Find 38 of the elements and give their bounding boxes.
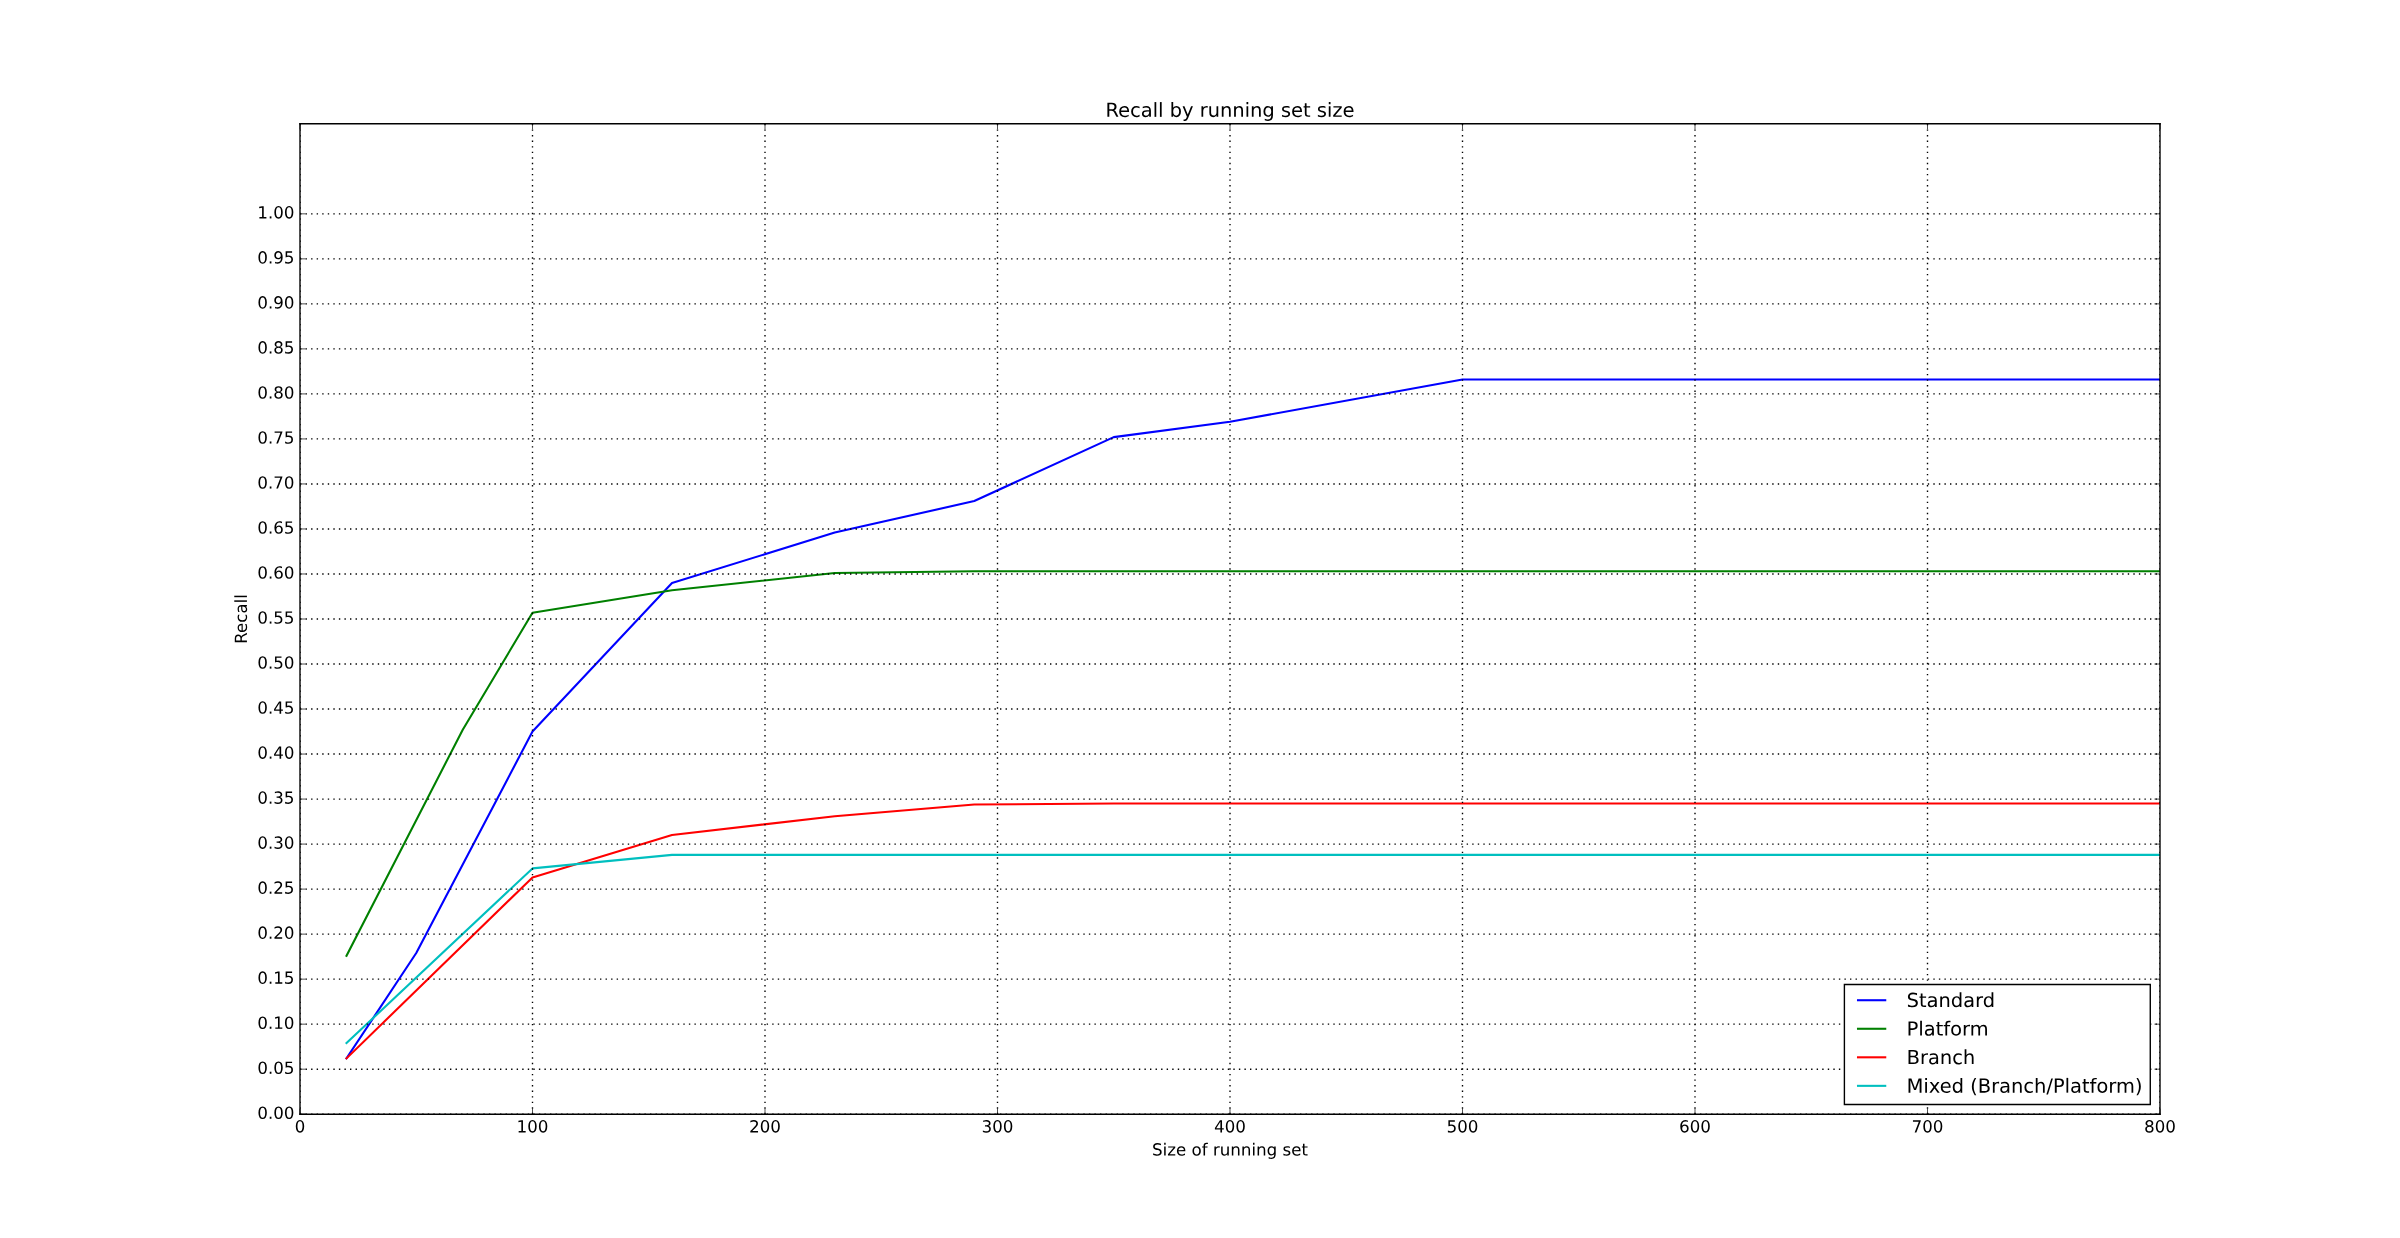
- x-axis-title: Size of running set: [1153, 1142, 1308, 1159]
- legend-label: Platform: [1908, 1020, 1987, 1036]
- x-tick-label: 100: [518, 1120, 548, 1133]
- y-tick-label: 0.10: [258, 1016, 294, 1029]
- x-tick-label: 500: [1447, 1120, 1478, 1133]
- y-tick-label: 0.90: [258, 296, 294, 309]
- line-series: [345, 570, 2160, 957]
- x-tick-label: 400: [1214, 1120, 1245, 1133]
- y-tick-label: 0.75: [258, 431, 293, 444]
- y-tick-label: 0.30: [258, 836, 294, 849]
- chart-title: Recall by running set size: [1107, 102, 1354, 121]
- y-tick-label: 0.80: [258, 386, 294, 399]
- legend-label: Branch: [1908, 1049, 1974, 1065]
- y-tick-label: 0.45: [258, 701, 293, 714]
- x-tick-label: 300: [982, 1120, 1013, 1133]
- y-tick-label: 0.40: [258, 746, 294, 759]
- y-tick-label: 0.20: [258, 926, 294, 939]
- x-tick-label: 200: [750, 1120, 780, 1133]
- x-tick-label: 800: [2145, 1120, 2175, 1133]
- y-tick-label: 0.85: [258, 341, 293, 354]
- y-tick-label: 0.35: [258, 791, 293, 804]
- y-tick-label: 0.50: [258, 656, 294, 669]
- y-tick-label: 0.95: [258, 251, 293, 264]
- y-tick-label: 0.65: [258, 521, 293, 534]
- x-tick-label: 0: [295, 1120, 305, 1133]
- y-tick-label: 0.25: [258, 881, 293, 894]
- y-tick-label: 0.05: [258, 1061, 293, 1075]
- y-tick-label: 0.00: [258, 1106, 294, 1120]
- legend-label: Mixed (Branch/Platform): [1908, 1077, 2141, 1096]
- y-tick-label: 0.60: [258, 566, 294, 579]
- legend-label: Standard: [1907, 992, 1994, 1008]
- y-tick-label: 0.55: [258, 611, 293, 624]
- y-tick-label: 0.15: [258, 971, 293, 984]
- y-tick-label: 1.00: [259, 206, 294, 219]
- y-axis-title: Recall: [234, 595, 248, 643]
- y-tick-label: 0.70: [258, 476, 294, 489]
- x-tick-label: 700: [1912, 1120, 1943, 1133]
- x-tick-label: 600: [1680, 1120, 1710, 1133]
